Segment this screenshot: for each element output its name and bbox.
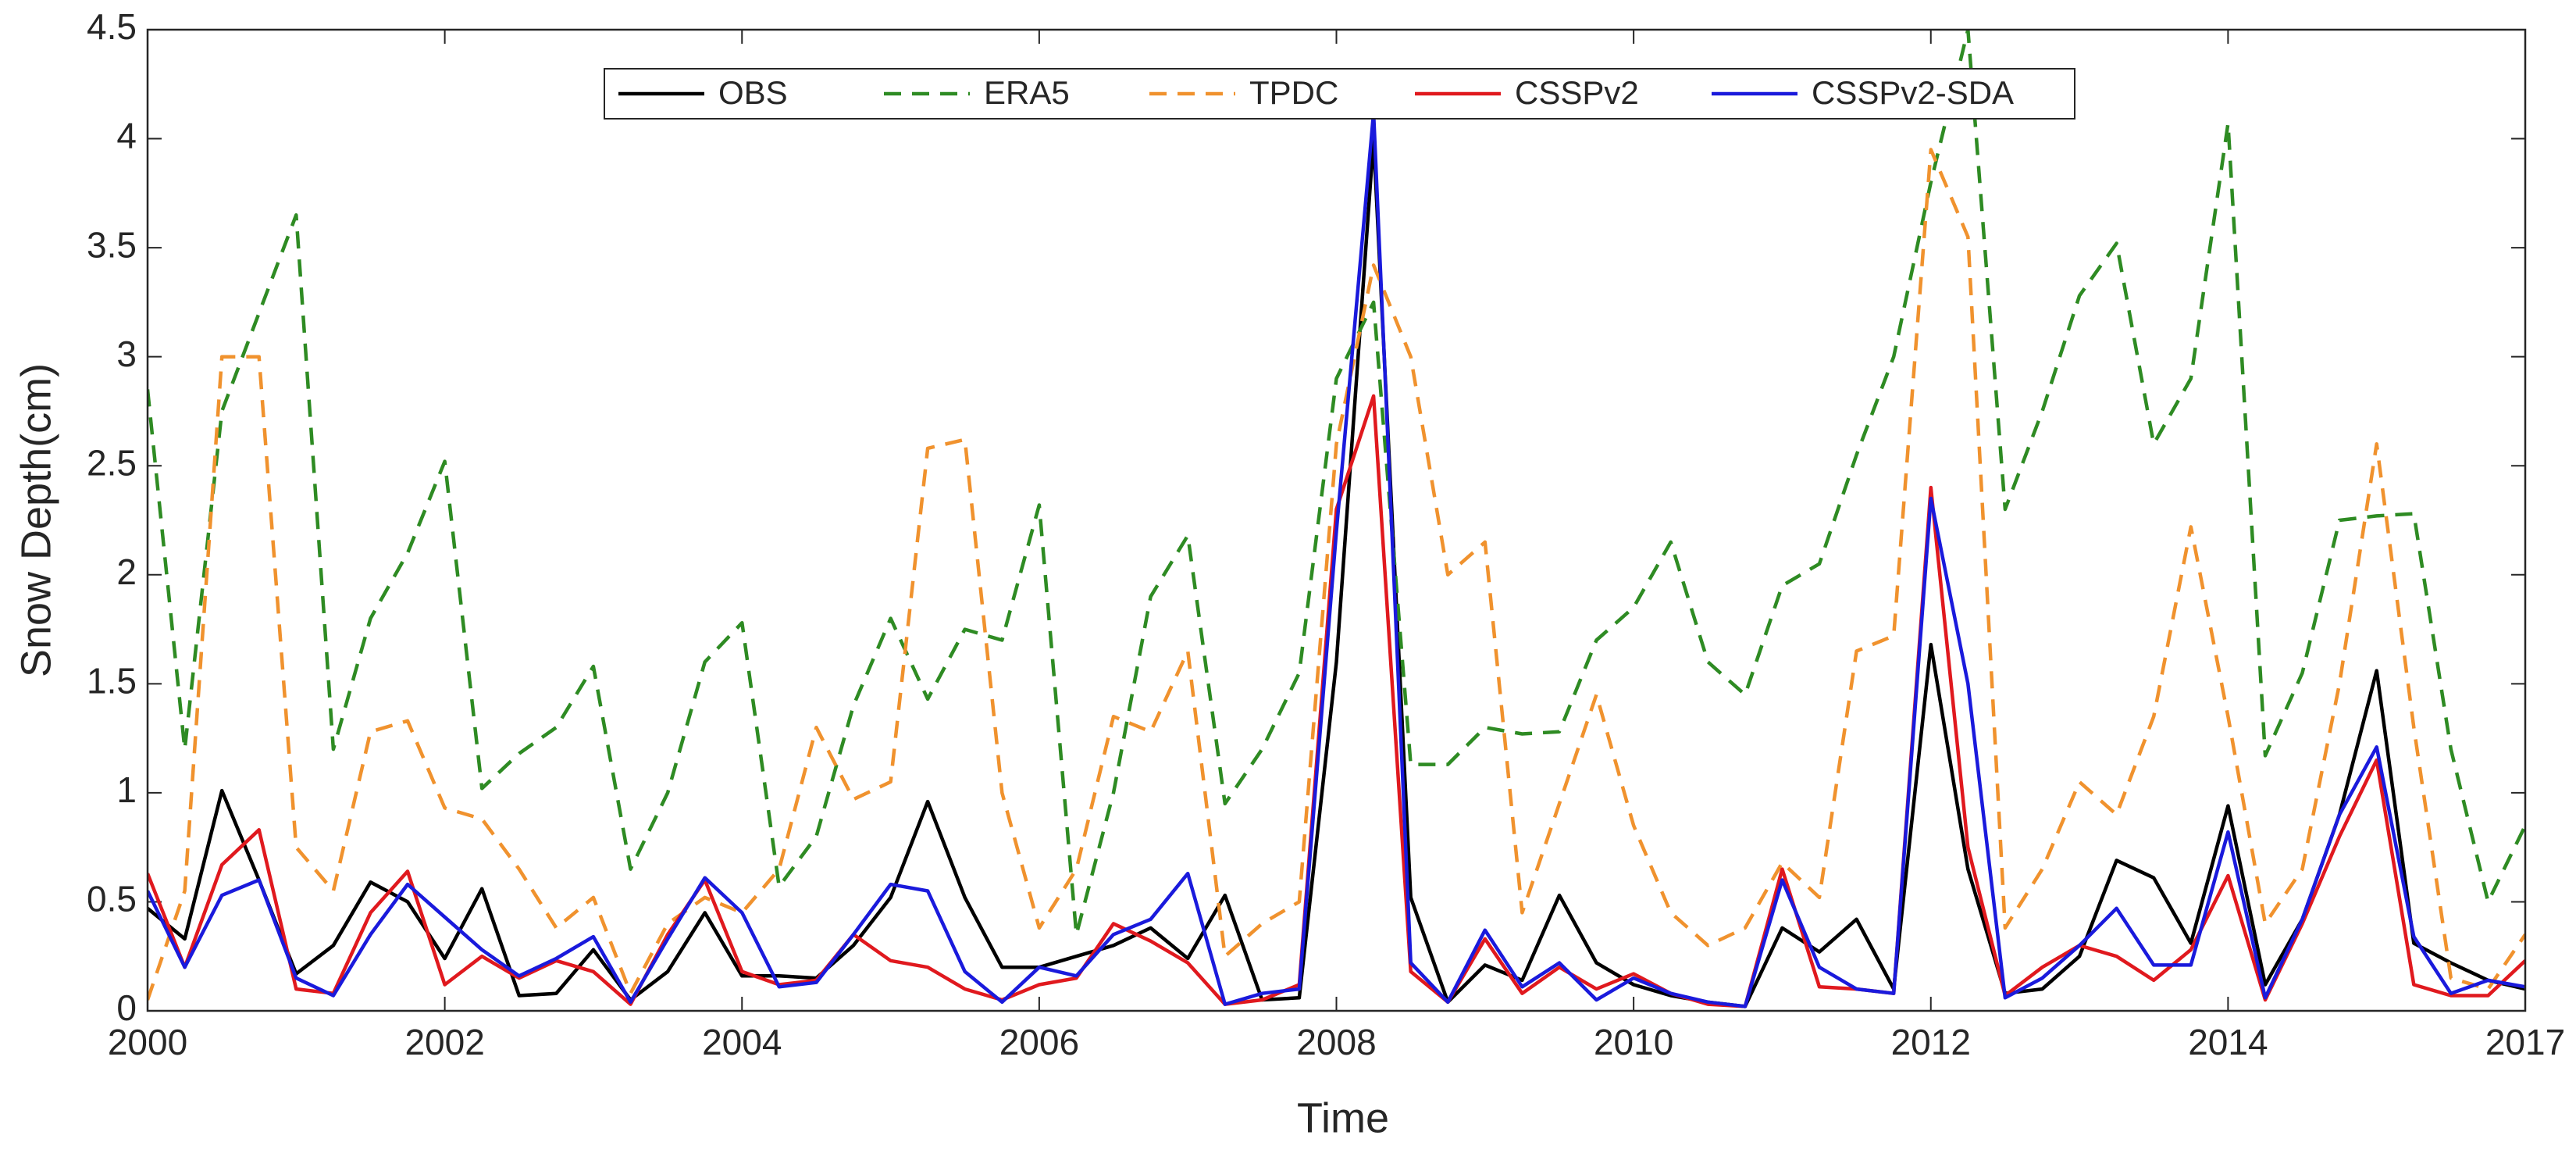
series-line bbox=[148, 110, 2525, 1008]
x-tick-label: 2006 bbox=[999, 1022, 1079, 1062]
legend-label: CSSPv2 bbox=[1515, 74, 1639, 111]
y-axis-label: Snow Depth(cm) bbox=[12, 363, 59, 677]
x-tick-label: 2002 bbox=[404, 1022, 484, 1062]
x-tick-label: 2014 bbox=[2188, 1022, 2268, 1062]
y-tick-label: 2 bbox=[116, 552, 137, 592]
x-tick-label: 2008 bbox=[1296, 1022, 1376, 1062]
series-line bbox=[148, 394, 2525, 1008]
legend-box bbox=[604, 68, 2075, 120]
legend: OBS ERA5 TPDC CSSPv2 CSSPv2-SDA bbox=[604, 68, 2075, 120]
y-tick-label: 0.5 bbox=[87, 879, 137, 919]
y-tick-label: 1 bbox=[116, 769, 137, 810]
x-axis-label: Time bbox=[1297, 1094, 1389, 1141]
y-tick-label: 3.5 bbox=[87, 224, 137, 265]
y-tick-label: 2.5 bbox=[87, 442, 137, 483]
y-tick-label: 3 bbox=[116, 334, 137, 374]
legend-label: OBS bbox=[718, 74, 788, 111]
legend-label: CSSPv2-SDA bbox=[1812, 74, 2014, 111]
legend-label: TPDC bbox=[1249, 74, 1338, 111]
x-tick-label: 2010 bbox=[1594, 1022, 1673, 1062]
series-line bbox=[148, 30, 2525, 937]
y-tick-label: 0 bbox=[116, 987, 137, 1028]
x-tick-label: 2012 bbox=[1891, 1022, 1971, 1062]
y-tick-label: 4 bbox=[116, 116, 137, 156]
y-tick-label: 1.5 bbox=[87, 660, 137, 701]
y-tick-label: 4.5 bbox=[87, 6, 137, 47]
plot-frame bbox=[146, 28, 2527, 1012]
x-tick-label: 2000 bbox=[108, 1022, 187, 1062]
series-line bbox=[148, 137, 2525, 1008]
x-tick-label: 2004 bbox=[702, 1022, 782, 1062]
x-tick-label: 2017 bbox=[2485, 1022, 2565, 1062]
legend-label: ERA5 bbox=[984, 74, 1070, 111]
series-line bbox=[148, 148, 2525, 1001]
